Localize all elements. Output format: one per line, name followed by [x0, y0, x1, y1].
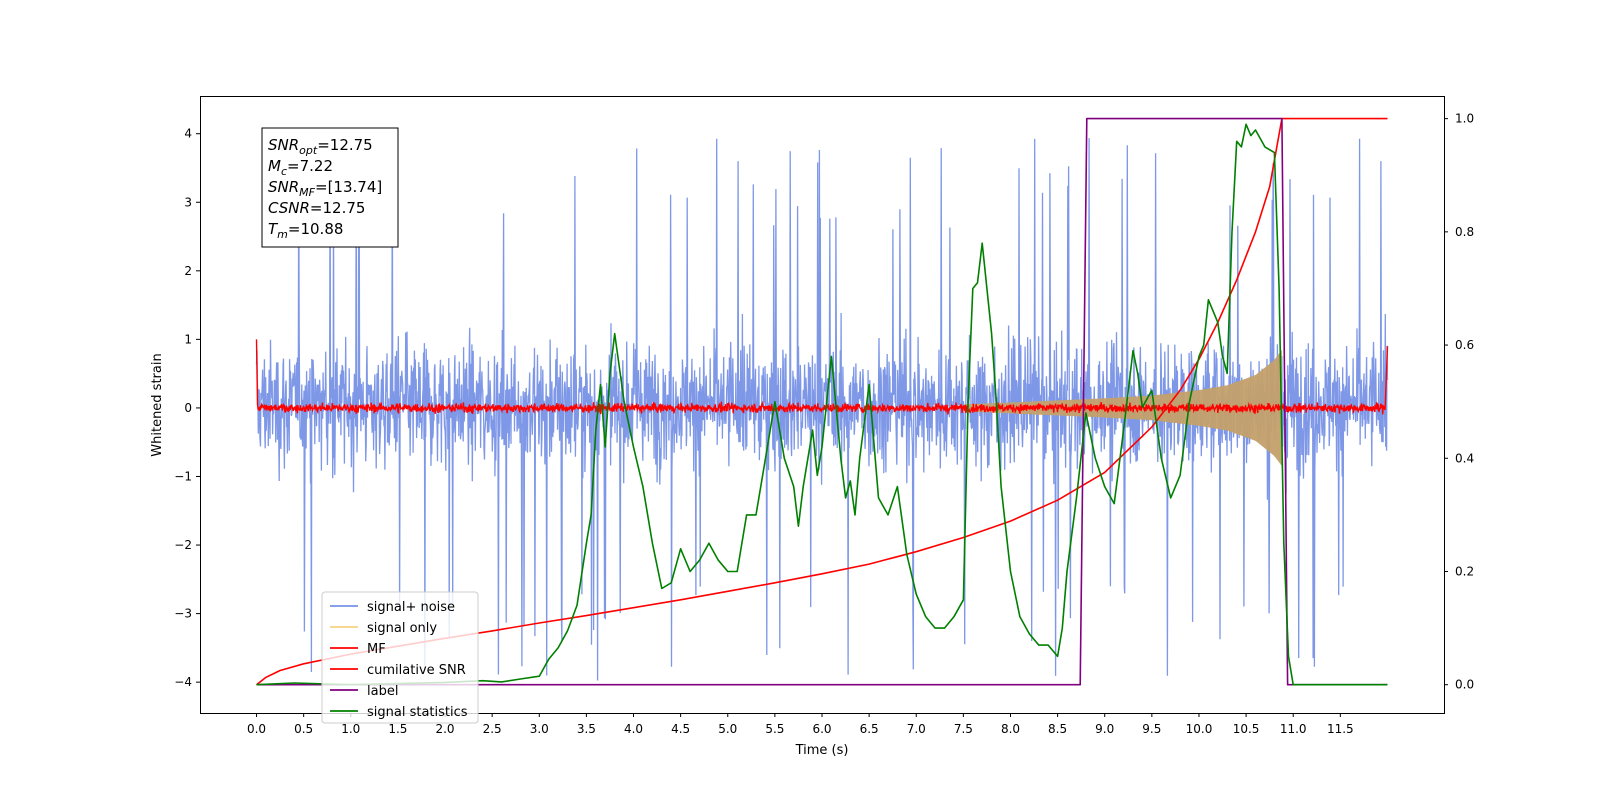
x-tick-label: 1.0 — [341, 722, 360, 736]
ticks: 0.0 0.5 1.0 1.5 2.0 2.5 3.0 3.5 4.0 4.5 5.0 5.5 6.0 6… — [174, 112, 1474, 736]
legend: signal+ noise signal only MF cumilative SNR… — [321, 591, 479, 724]
x-tick-label: 2.5 — [483, 722, 502, 736]
legend-label: signal statistics — [367, 705, 468, 720]
x-tick-label: 5.5 — [765, 722, 784, 736]
annotation-symbol: SNR — [268, 178, 299, 196]
annotation-line: Tm=10.88 — [268, 220, 343, 241]
annotation-symbol: M — [268, 157, 281, 175]
annotation-subscript: MF — [299, 186, 315, 199]
x-tick-label: 10.0 — [1186, 722, 1213, 736]
legend-item: label — [330, 684, 398, 699]
legend-label: label — [367, 684, 398, 699]
x-tick-label: 5.0 — [718, 722, 737, 736]
x-tick-label: 7.5 — [954, 722, 973, 736]
annotation-value: =12.75 — [310, 199, 366, 217]
x-axis-label: Time (s) — [795, 743, 849, 758]
series-signal-statistics — [256, 123, 1388, 686]
y-right-tick-label: 0.4 — [1455, 451, 1474, 465]
annotation-subscript: c — [281, 165, 287, 178]
annotation-line: Mc=7.22 — [268, 157, 333, 178]
annotation-box: SNRopt=12.75Mc=7.22SNRMF=[13.74]CSNR=12.… — [261, 127, 399, 248]
x-tick-label: 4.5 — [671, 722, 690, 736]
y-tick-label: 4 — [184, 127, 192, 141]
y-tick-label: −1 — [174, 469, 192, 483]
x-tick-label: 9.5 — [1142, 722, 1161, 736]
x-tick-label: 11.0 — [1280, 722, 1307, 736]
annotation-frame — [261, 127, 399, 248]
x-tick-label: 1.5 — [388, 722, 407, 736]
legend-label: cumilative SNR — [367, 663, 466, 678]
legend-item: signal statistics — [330, 705, 468, 720]
mf-line — [255, 339, 1389, 415]
legend-item: cumilative SNR — [330, 663, 466, 678]
annotation-symbol: T — [268, 220, 279, 238]
x-tick-label: 6.0 — [812, 722, 831, 736]
y-right-tick-label: 0.6 — [1455, 338, 1474, 352]
legend-item: signal+ noise — [330, 600, 455, 615]
legend-label: MF — [367, 642, 386, 657]
x-tick-label: 8.0 — [1001, 722, 1020, 736]
annotation-value: =[13.74] — [315, 178, 382, 196]
y-tick-label: −4 — [174, 675, 192, 689]
y-axis-label: Whitened strain — [150, 353, 165, 456]
legend-item: signal only — [330, 621, 437, 636]
x-tick-label: 10.5 — [1233, 722, 1260, 736]
y-tick-label: 3 — [184, 195, 192, 209]
y-tick-label: 1 — [184, 332, 192, 346]
x-tick-label: 11.5 — [1327, 722, 1354, 736]
annotation-line: SNRopt=12.75 — [268, 136, 373, 157]
y-right-tick-label: 1.0 — [1455, 112, 1474, 126]
legend-item: MF — [330, 642, 386, 657]
x-tick-label: 0.0 — [247, 722, 266, 736]
annotation-subscript: opt — [299, 144, 318, 157]
y-right-tick-label: 0.0 — [1455, 678, 1474, 692]
series-mf — [255, 339, 1389, 415]
x-tick-label: 0.5 — [294, 722, 313, 736]
legend-label: signal+ noise — [367, 600, 455, 615]
y-tick-label: −3 — [174, 607, 192, 621]
y-tick-label: −2 — [174, 538, 192, 552]
annotation-value: =12.75 — [317, 136, 373, 154]
annotation-symbol: SNR — [268, 136, 299, 154]
y-right-tick-label: 0.8 — [1455, 225, 1474, 239]
signal-statistics-line — [256, 123, 1388, 686]
y-tick-label: 2 — [184, 264, 192, 278]
annotation-line: CSNR=12.75 — [268, 199, 365, 217]
x-tick-label: 8.5 — [1048, 722, 1067, 736]
x-tick-label: 3.5 — [577, 722, 596, 736]
annotation-subscript: m — [277, 228, 288, 241]
x-tick-label: 2.0 — [435, 722, 454, 736]
annotation-value: =7.22 — [287, 157, 333, 175]
annotation-symbol: CSNR — [268, 199, 310, 217]
annotation-value: =10.88 — [288, 220, 344, 238]
x-tick-label: 7.0 — [907, 722, 926, 736]
x-tick-label: 6.5 — [860, 722, 879, 736]
legend-label: signal only — [367, 621, 437, 636]
x-tick-label: 9.0 — [1095, 722, 1114, 736]
y-tick-label: 0 — [184, 401, 192, 415]
annotation-line: SNRMF=[13.74] — [268, 178, 382, 199]
legend-frame — [321, 591, 479, 724]
x-tick-label: 3.0 — [530, 722, 549, 736]
y-right-tick-label: 0.2 — [1455, 564, 1474, 578]
x-tick-label: 4.0 — [624, 722, 643, 736]
